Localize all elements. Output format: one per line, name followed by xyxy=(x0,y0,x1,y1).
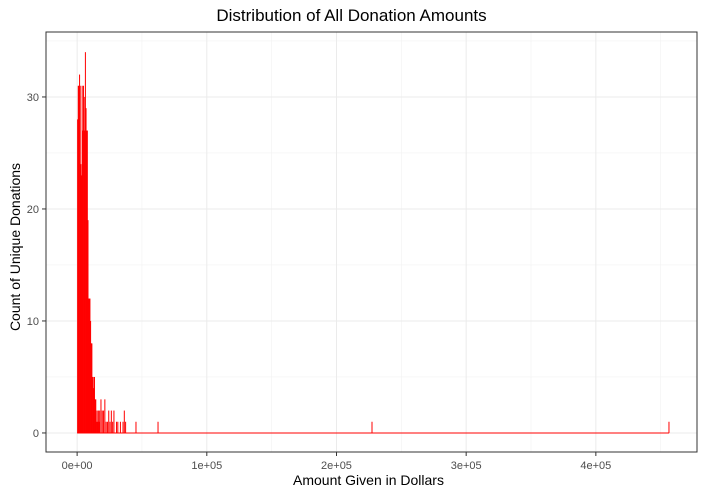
histogram-bar xyxy=(157,421,159,433)
histogram-bar xyxy=(101,410,103,433)
histogram-bar xyxy=(85,108,87,433)
histogram-bar xyxy=(100,399,102,433)
histogram-bar xyxy=(105,421,107,433)
histogram-bar xyxy=(89,298,91,433)
histogram-bar xyxy=(93,376,95,433)
histogram-bar xyxy=(97,410,99,433)
y-tick-label: 0 xyxy=(33,428,39,440)
histogram-bar xyxy=(96,410,98,433)
histogram-bar xyxy=(119,421,121,433)
x-tick-label: 0e+00 xyxy=(62,460,93,472)
y-tick-label: 20 xyxy=(27,204,39,216)
histogram-bar xyxy=(112,421,114,433)
histogram-bar xyxy=(95,399,97,433)
histogram-bar xyxy=(104,399,106,433)
histogram-bar xyxy=(92,376,94,433)
y-tick-label: 10 xyxy=(27,316,39,328)
y-axis-label: Count of Unique Donations xyxy=(7,162,23,332)
panel-border xyxy=(45,31,698,453)
histogram-bar xyxy=(82,85,84,433)
histogram-bar xyxy=(90,343,92,433)
histogram-bar xyxy=(81,85,83,433)
histogram-bar xyxy=(371,421,373,433)
x-tick-label: 2e+05 xyxy=(321,460,352,472)
histogram-bar xyxy=(125,421,127,433)
histogram-bar xyxy=(88,298,90,433)
histogram-bar xyxy=(99,410,101,433)
histogram-bar xyxy=(88,298,90,433)
histogram-bar xyxy=(135,421,137,433)
histogram-bar xyxy=(78,85,80,433)
histogram-bar xyxy=(86,130,88,433)
y-tick-label: 30 xyxy=(27,92,39,104)
histogram-bar xyxy=(97,421,99,433)
histogram-bar xyxy=(94,399,96,433)
histogram-bar xyxy=(87,220,89,433)
histogram-bar xyxy=(91,343,93,433)
histogram-bar xyxy=(106,421,108,433)
histogram-bar xyxy=(79,85,81,433)
histogram-bar xyxy=(113,410,115,433)
x-tick-label: 3e+05 xyxy=(451,460,482,472)
histogram-bar xyxy=(122,421,124,433)
x-tick-label: 4e+05 xyxy=(580,460,611,472)
histogram-bar xyxy=(83,130,85,433)
histogram-bar xyxy=(77,119,79,433)
histogram-bar xyxy=(116,421,118,433)
histogram-bar xyxy=(109,421,111,433)
histogram-bar xyxy=(82,130,84,433)
histogram-bar xyxy=(123,410,125,433)
histogram-bar xyxy=(92,376,94,433)
histogram-bar xyxy=(80,164,82,433)
x-tick-label: 1e+05 xyxy=(191,460,222,472)
histogram-bar xyxy=(90,320,92,433)
histogram-bar xyxy=(668,421,670,433)
histogram-bar xyxy=(108,410,110,433)
histogram-bar xyxy=(86,130,88,433)
chart-title: Distribution of All Donation Amounts xyxy=(216,6,487,25)
histogram-bar xyxy=(103,410,105,433)
histogram-bar xyxy=(79,74,81,433)
histogram-bar xyxy=(117,421,119,433)
histogram-bar xyxy=(93,388,95,433)
histogram-bar xyxy=(84,52,86,433)
histogram-bar xyxy=(110,410,112,433)
histogram-bar xyxy=(98,421,100,433)
histogram-bar xyxy=(84,96,86,433)
x-axis-label: Amount Given in Dollars xyxy=(293,472,444,488)
histogram-bar xyxy=(77,85,79,433)
histogram-bar xyxy=(95,421,97,433)
histogram-bar xyxy=(81,175,83,433)
